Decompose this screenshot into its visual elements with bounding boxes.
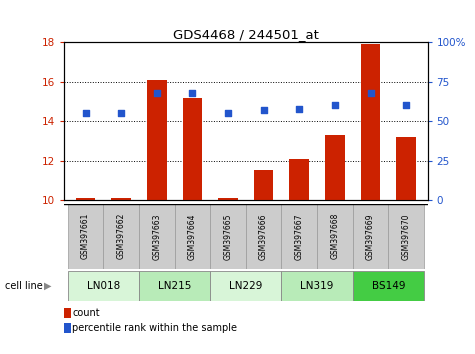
Bar: [317, 204, 352, 269]
Text: LN229: LN229: [229, 281, 263, 291]
Point: [260, 107, 267, 113]
Point: [331, 103, 339, 108]
Bar: [352, 271, 424, 301]
Bar: [325, 135, 345, 200]
Bar: [67, 271, 139, 301]
Bar: [111, 198, 131, 200]
Bar: [139, 271, 210, 301]
Text: LN018: LN018: [86, 281, 120, 291]
Bar: [281, 204, 317, 269]
Bar: [210, 204, 246, 269]
Bar: [67, 204, 104, 269]
Bar: [352, 204, 389, 269]
Bar: [218, 198, 238, 200]
Text: GSM397667: GSM397667: [295, 213, 304, 259]
Text: LN319: LN319: [300, 281, 334, 291]
Bar: [175, 204, 210, 269]
Bar: [147, 80, 167, 200]
Bar: [104, 204, 139, 269]
Text: cell line: cell line: [5, 281, 42, 291]
Text: GSM397665: GSM397665: [224, 213, 232, 259]
Point: [117, 110, 125, 116]
Bar: [289, 159, 309, 200]
Text: GSM397661: GSM397661: [81, 213, 90, 259]
Text: BS149: BS149: [371, 281, 405, 291]
Text: GSM397669: GSM397669: [366, 213, 375, 259]
Point: [367, 90, 374, 96]
Bar: [361, 45, 380, 200]
Text: GSM397664: GSM397664: [188, 213, 197, 259]
Title: GDS4468 / 244501_at: GDS4468 / 244501_at: [173, 28, 319, 41]
Text: GSM397666: GSM397666: [259, 213, 268, 259]
Point: [295, 106, 303, 112]
Bar: [389, 204, 424, 269]
Text: LN215: LN215: [158, 281, 191, 291]
Bar: [182, 98, 202, 200]
Text: GSM397662: GSM397662: [117, 213, 125, 259]
Text: GSM397663: GSM397663: [152, 213, 161, 259]
Point: [224, 110, 232, 116]
Bar: [76, 198, 95, 200]
Point: [189, 90, 196, 96]
Point: [153, 90, 161, 96]
Bar: [281, 271, 352, 301]
Bar: [139, 204, 175, 269]
Text: ▶: ▶: [44, 281, 52, 291]
Point: [402, 103, 410, 108]
Point: [82, 110, 89, 116]
Bar: [210, 271, 282, 301]
Bar: [246, 204, 282, 269]
Bar: [396, 137, 416, 200]
Text: GSM397670: GSM397670: [402, 213, 410, 259]
Text: count: count: [73, 308, 100, 318]
Text: GSM397668: GSM397668: [331, 213, 339, 259]
Bar: [254, 171, 274, 200]
Text: percentile rank within the sample: percentile rank within the sample: [73, 323, 238, 333]
